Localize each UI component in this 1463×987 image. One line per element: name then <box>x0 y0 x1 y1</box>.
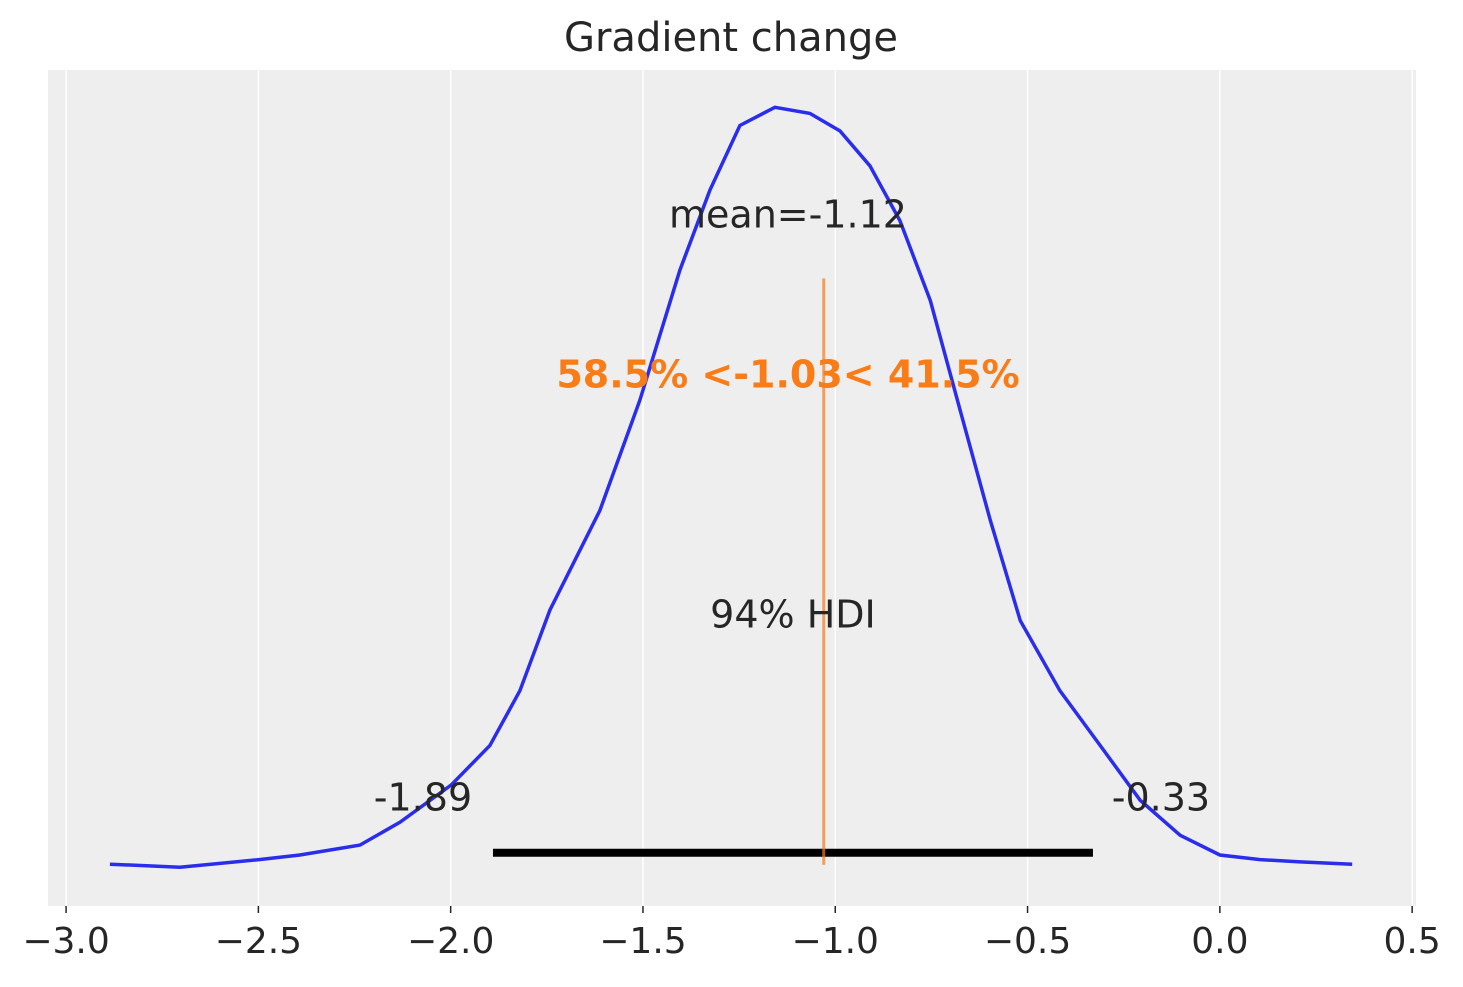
x-tick-label: −0.5 <box>984 921 1071 962</box>
x-tick-label: −1.0 <box>792 921 879 962</box>
chart-title: Gradient change <box>564 15 898 61</box>
x-tick-label: 0.0 <box>1191 921 1248 962</box>
x-tick-label: −1.5 <box>599 921 686 962</box>
hdi-label: 94% HDI <box>710 593 876 637</box>
hdi-high-label: -0.33 <box>1112 776 1210 820</box>
x-tick-label: −2.0 <box>407 921 494 962</box>
hdi-low-label: -1.89 <box>374 776 472 820</box>
x-tick-label: −2.5 <box>215 921 302 962</box>
x-tick-label: −3.0 <box>22 921 109 962</box>
mean-label: mean=-1.12 <box>669 193 907 237</box>
density-curve <box>109 105 1353 869</box>
ref-label: 58.5% <-1.03< 41.5% <box>556 353 1019 397</box>
plot-area <box>48 70 1416 906</box>
x-tick-label: 0.5 <box>1384 921 1441 962</box>
